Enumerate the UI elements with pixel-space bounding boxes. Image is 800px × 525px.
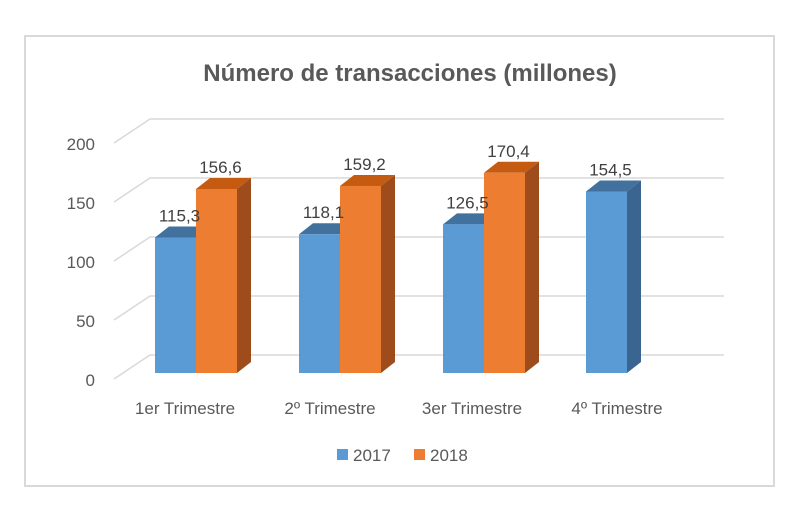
x-category-label: 2º Trimestre: [284, 399, 375, 418]
data-labels: 115,3 156,6 118,1 159,2 126,5 170,4 154,5: [159, 142, 632, 226]
bar-2018-2: [340, 174, 395, 373]
legend-label: 2018: [430, 446, 468, 465]
y-axis-ticks: 0 50 100 150 200: [67, 135, 95, 390]
bar-front: [155, 237, 196, 373]
bar-top: [196, 177, 251, 189]
bar-2017-4: [586, 180, 641, 373]
chart-frame: [24, 35, 775, 487]
y-tick-label: 100: [67, 253, 95, 272]
chart-title: Número de transacciones (millones): [203, 60, 616, 87]
data-label-2017-1: 115,3: [159, 207, 200, 226]
bar-side: [525, 161, 539, 373]
data-label-2017-3: 126,5: [446, 193, 489, 212]
bar-front: [443, 224, 484, 373]
legend-item-2018: 2018: [414, 446, 468, 465]
data-label-2018-2: 159,2: [343, 155, 386, 174]
bar-side: [381, 174, 395, 373]
bar-top: [484, 161, 539, 173]
bar-2018-3: [484, 161, 539, 373]
x-axis-categories: 1er Trimestre 2º Trimestre 3er Trimestre 4º…: [135, 399, 663, 418]
bar-top: [586, 180, 641, 192]
bar-top: [340, 174, 395, 186]
bar-front: [196, 188, 237, 373]
data-label-2018-1: 156,6: [199, 158, 242, 177]
legend-swatch: [414, 449, 425, 460]
bars: [155, 161, 641, 373]
y-tick-label: 0: [86, 371, 95, 390]
y-tick-label: 50: [76, 312, 95, 331]
bar-front: [586, 191, 627, 373]
data-label-2017-4: 154,5: [589, 160, 632, 179]
bar-side: [627, 180, 641, 373]
bar-front: [340, 185, 381, 373]
x-category-label: 4º Trimestre: [571, 399, 662, 418]
legend-item-2017: 2017: [337, 446, 391, 465]
y-tick-label: 200: [67, 135, 95, 154]
legend-label: 2017: [353, 446, 391, 465]
legend: 2017 2018: [337, 446, 468, 465]
bar-front: [299, 234, 340, 373]
x-category-label: 1er Trimestre: [135, 399, 235, 418]
data-label-2018-3: 170,4: [487, 142, 530, 161]
gridline: [113, 118, 724, 144]
bar-front: [484, 172, 525, 373]
data-label-2017-2: 118,1: [303, 203, 344, 222]
bar-2018-1: [196, 177, 251, 373]
legend-swatch: [337, 449, 348, 460]
y-tick-label: 150: [67, 194, 95, 213]
bar-side: [237, 177, 251, 373]
x-category-label: 3er Trimestre: [422, 399, 522, 418]
